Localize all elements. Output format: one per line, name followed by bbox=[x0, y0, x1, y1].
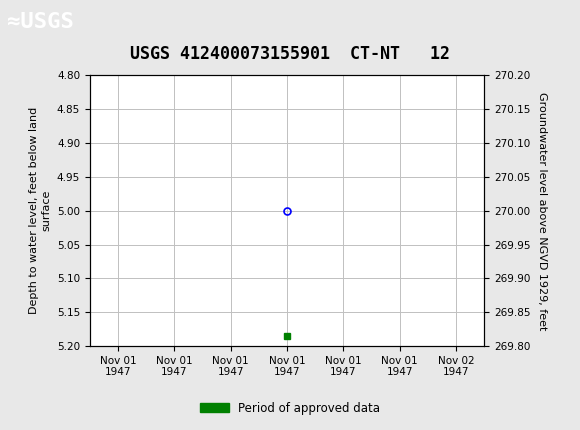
Text: ≈USGS: ≈USGS bbox=[7, 12, 74, 33]
Y-axis label: Depth to water level, feet below land
surface: Depth to water level, feet below land su… bbox=[29, 107, 52, 314]
Text: USGS 412400073155901  CT-NT   12: USGS 412400073155901 CT-NT 12 bbox=[130, 45, 450, 63]
Legend: Period of approved data: Period of approved data bbox=[195, 397, 385, 420]
Y-axis label: Groundwater level above NGVD 1929, feet: Groundwater level above NGVD 1929, feet bbox=[538, 92, 548, 330]
